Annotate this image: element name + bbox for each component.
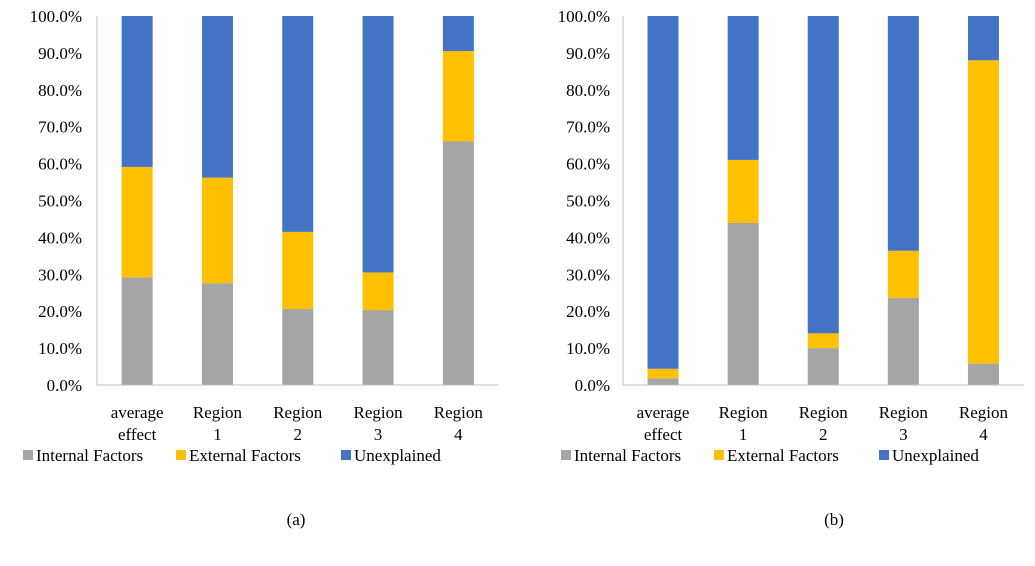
legend-label: Internal Factors: [574, 446, 681, 465]
legend-label: External Factors: [189, 446, 301, 465]
bar-segment-external-factors: [201, 177, 233, 284]
y-tick-label: 0.0%: [47, 376, 82, 395]
legend: Internal Factors External Factors Unexplai…: [561, 446, 979, 465]
y-tick-label: 80.0%: [38, 81, 82, 100]
y-tick-label: 90.0%: [38, 44, 82, 63]
x-tick-label: Region: [193, 403, 243, 422]
y-tick-label: 70.0%: [566, 118, 610, 137]
legend-label: Unexplained: [892, 446, 979, 465]
y-tick-label: 10.0%: [38, 339, 82, 358]
bar-segment-external-factors: [887, 250, 919, 298]
legend-label: Internal Factors: [36, 446, 143, 465]
x-tick-label: Region: [353, 403, 403, 422]
y-tick-label: 20.0%: [566, 302, 610, 321]
y-tick-label: 10.0%: [566, 339, 610, 358]
x-tick-label: Region: [959, 403, 1009, 422]
bar-segment-external-factors: [442, 51, 474, 142]
x-tick-label: Region: [434, 403, 484, 422]
bar-segment-external-factors: [647, 368, 679, 379]
y-tick-label: 90.0%: [566, 44, 610, 63]
y-tick-label: 20.0%: [38, 302, 82, 321]
bar-segment-external-factors: [362, 272, 394, 311]
y-tick-label: 70.0%: [38, 118, 82, 137]
x-tick-label: average: [111, 403, 164, 422]
y-tick-label: 40.0%: [566, 228, 610, 247]
y-tick-label: 30.0%: [38, 265, 82, 284]
x-tick-label: Region: [273, 403, 323, 422]
bar-segment-internal-factors: [201, 283, 233, 385]
legend-swatch: [561, 450, 571, 460]
x-tick-label: 2: [819, 425, 828, 444]
legend: Internal Factors External Factors Unexplai…: [23, 446, 441, 465]
x-tick-label: Region: [879, 403, 929, 422]
legend-swatch: [879, 450, 889, 460]
y-tick-label: 0.0%: [575, 376, 610, 395]
legend-swatch: [176, 450, 186, 460]
chart-panel-b: 0.0% 10.0% 20.0% 30.0% 40.0% 50.0% 60.0% 70.0% 8…: [558, 7, 1024, 529]
y-tick-label: 80.0%: [566, 81, 610, 100]
legend-swatch: [23, 450, 33, 460]
y-tick-label: 60.0%: [566, 155, 610, 174]
bar-segment-unexplained: [887, 16, 919, 251]
bar-segment-unexplained: [442, 16, 474, 52]
bar-segment-unexplained: [727, 16, 759, 160]
bar-segment-internal-factors: [967, 363, 999, 385]
bar-segment-external-factors: [727, 159, 759, 224]
bar-segment-external-factors: [282, 231, 314, 309]
chart-panel-a: 0.0% 10.0% 20.0% 30.0% 40.0% 50.0% 60.0% 70.0% 8…: [23, 7, 499, 529]
legend-swatch: [341, 450, 351, 460]
x-tick-label: 2: [294, 425, 303, 444]
bar-segment-unexplained: [121, 16, 153, 167]
y-tick-label: 60.0%: [38, 155, 82, 174]
panel-label: (a): [287, 510, 306, 529]
panel-label: (b): [824, 510, 844, 529]
bar-segment-internal-factors: [807, 348, 839, 385]
legend-label: External Factors: [727, 446, 839, 465]
bar-segment-internal-factors: [362, 310, 394, 385]
bar-segment-external-factors: [967, 60, 999, 364]
y-tick-label: 100.0%: [30, 7, 82, 26]
x-tick-label: 3: [899, 425, 908, 444]
bar-segment-unexplained: [807, 16, 839, 334]
y-tick-label: 30.0%: [566, 265, 610, 284]
legend-swatch: [714, 450, 724, 460]
bar-segment-internal-factors: [887, 297, 919, 385]
x-tick-label: 1: [213, 425, 222, 444]
x-tick-label: Region: [719, 403, 769, 422]
x-tick-label: effect: [118, 425, 157, 444]
bar-segment-unexplained: [201, 16, 233, 178]
bar-segment-unexplained: [967, 16, 999, 61]
y-tick-label: 40.0%: [38, 228, 82, 247]
bar-segment-internal-factors: [442, 141, 474, 385]
y-tick-label: 50.0%: [566, 192, 610, 211]
bar-segment-unexplained: [282, 16, 314, 232]
bar-segment-unexplained: [647, 16, 679, 369]
legend-label: Unexplained: [354, 446, 441, 465]
bar-segment-unexplained: [362, 16, 394, 273]
bar-segment-external-factors: [121, 166, 153, 278]
bar-segment-internal-factors: [647, 378, 679, 385]
bar-segment-external-factors: [807, 333, 839, 349]
x-tick-label: 3: [374, 425, 383, 444]
x-tick-label: 4: [979, 425, 988, 444]
x-tick-label: 4: [454, 425, 463, 444]
x-tick-label: Region: [799, 403, 849, 422]
x-tick-label: average: [637, 403, 690, 422]
x-tick-label: 1: [739, 425, 748, 444]
x-tick-label: effect: [644, 425, 683, 444]
y-tick-label: 100.0%: [558, 7, 610, 26]
bar-segment-internal-factors: [282, 308, 314, 385]
bar-segment-internal-factors: [727, 223, 759, 385]
bar-segment-internal-factors: [121, 277, 153, 385]
y-tick-label: 50.0%: [38, 192, 82, 211]
